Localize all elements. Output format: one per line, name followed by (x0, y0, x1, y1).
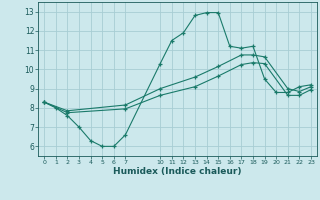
X-axis label: Humidex (Indice chaleur): Humidex (Indice chaleur) (113, 167, 242, 176)
